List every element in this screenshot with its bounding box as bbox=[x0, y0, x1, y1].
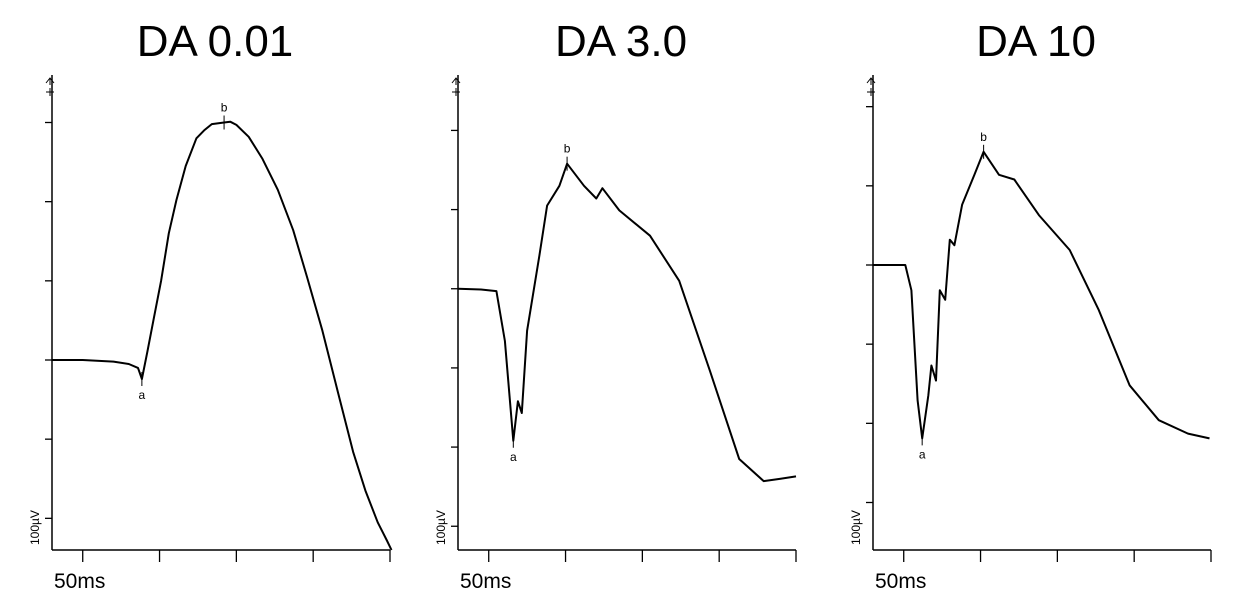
panel-title: DA 0.01 bbox=[137, 17, 294, 66]
trace bbox=[873, 150, 1210, 440]
peak-label: b bbox=[564, 142, 571, 156]
x-scale-label: 50ms bbox=[875, 570, 926, 593]
polarity-arrow bbox=[866, 77, 876, 85]
y-scale-label: 100µV bbox=[28, 510, 42, 545]
panel-title: DA 10 bbox=[976, 17, 1096, 66]
peak-label: b bbox=[221, 101, 228, 115]
y-scale-label: 100µV bbox=[849, 510, 863, 545]
polarity-plus bbox=[46, 88, 54, 96]
x-scale-label: 50ms bbox=[54, 570, 105, 593]
polarity-arrow bbox=[45, 77, 55, 85]
peak-label: a bbox=[919, 447, 926, 461]
trace bbox=[457, 162, 797, 483]
peak-label: a bbox=[510, 450, 517, 464]
y-scale-label: 100µV bbox=[434, 510, 448, 545]
polarity-plus bbox=[867, 88, 875, 96]
trace bbox=[52, 120, 393, 551]
panel-title: DA 3.0 bbox=[555, 17, 687, 66]
panel: DA 10 50ms 100µV a b bbox=[849, 17, 1212, 593]
polarity-arrow bbox=[451, 77, 461, 85]
peak-label: b bbox=[980, 130, 987, 144]
polarity-plus bbox=[452, 88, 460, 96]
x-scale-label: 50ms bbox=[460, 570, 511, 593]
panel: DA 3.0 50ms 100µV a b bbox=[434, 17, 797, 593]
peak-label: a bbox=[139, 388, 146, 402]
panel: DA 0.01 50ms 100µV a b bbox=[28, 17, 393, 593]
